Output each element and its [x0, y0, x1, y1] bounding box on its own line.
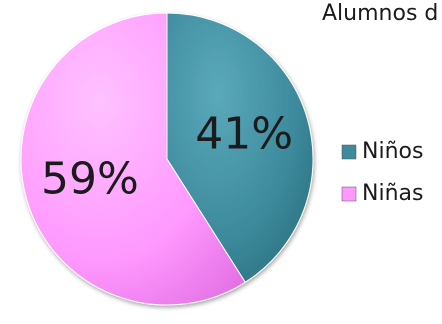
- pie-data-labels: 41% 59%: [41, 109, 293, 205]
- legend-swatch-0: [341, 144, 357, 160]
- pie-slice-1: [20, 12, 246, 306]
- data-label-1: 59%: [41, 153, 139, 204]
- chart-title: Alumnos d: [322, 1, 438, 26]
- legend-swatch-1: [341, 186, 357, 202]
- pie-slices: [20, 12, 314, 306]
- pie-slice-0: [166, 12, 314, 283]
- legend-label-0: Niños: [362, 139, 423, 164]
- data-label-0: 41%: [195, 109, 293, 160]
- legend: Niños Niñas: [341, 139, 423, 206]
- legend-label-1: Niñas: [362, 181, 423, 206]
